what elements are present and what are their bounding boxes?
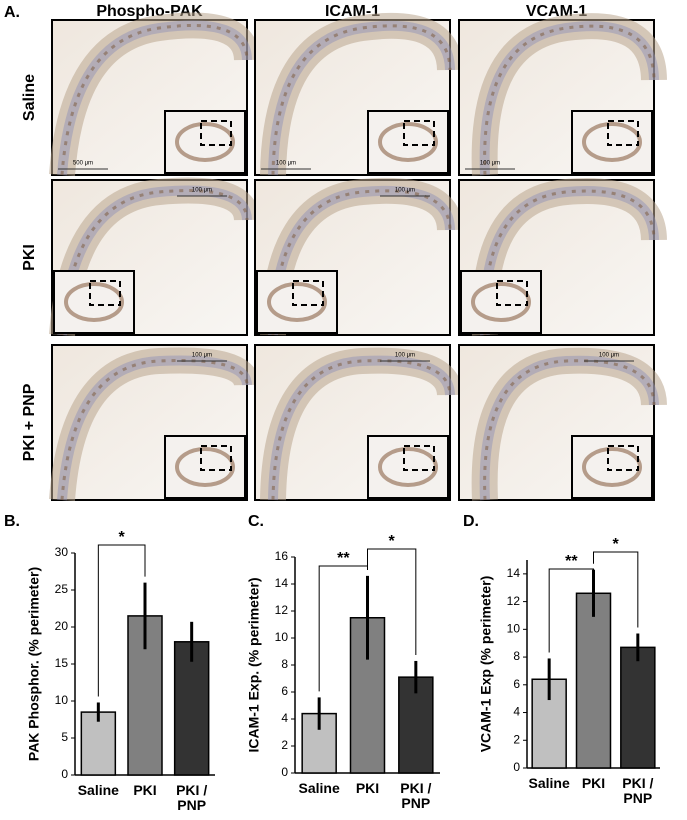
inset-box xyxy=(89,280,121,306)
row-header: Saline xyxy=(21,74,38,121)
y-axis-label: VCAM-1 Exp (% perimeter) xyxy=(478,576,494,753)
panel-label: C. xyxy=(248,513,264,530)
scale-label: 100 μm xyxy=(395,353,415,359)
y-tick-label: 6 xyxy=(281,684,288,698)
x-tick-label: PKI xyxy=(133,782,157,798)
inset-vessel xyxy=(582,122,642,162)
inset-vessel xyxy=(471,282,531,322)
y-tick-label: 12 xyxy=(507,594,521,608)
y-tick-label: 14 xyxy=(507,566,521,580)
inset-vessel xyxy=(175,447,235,487)
y-tick-label: 5 xyxy=(61,730,68,744)
panel-label: B. xyxy=(4,513,20,530)
vessel-wall xyxy=(49,347,260,501)
inset-vessel xyxy=(582,447,642,487)
vessel-layer xyxy=(271,24,452,176)
inset-box xyxy=(607,120,639,146)
y-tick-label: 2 xyxy=(281,738,288,752)
x-tick-label: Saline xyxy=(298,780,340,796)
y-tick-label: 4 xyxy=(281,711,288,725)
inset-box xyxy=(403,120,435,146)
vessel-layer xyxy=(483,24,656,176)
inset-vessel xyxy=(378,447,438,487)
y-tick-label: 25 xyxy=(55,582,69,596)
y-axis-label: PAK Phosphor. (% perimeter) xyxy=(26,567,42,761)
significance-bracket xyxy=(367,548,417,655)
y-tick-label: 8 xyxy=(513,649,520,663)
y-tick-label: 12 xyxy=(275,603,289,617)
inset-box xyxy=(607,445,639,471)
significance-mark: * xyxy=(613,536,620,553)
y-tick-label: 8 xyxy=(281,657,288,671)
significance-bracket xyxy=(97,544,146,697)
scale-label: 100 μm xyxy=(192,353,212,359)
x-tick-label: Saline xyxy=(528,775,570,791)
scale-label: 100 μm xyxy=(395,188,415,194)
x-tick-label: PKI / PNP xyxy=(400,780,432,811)
y-tick-label: 4 xyxy=(513,705,520,719)
vessel-layer xyxy=(471,178,667,336)
vessel-wall xyxy=(471,13,667,176)
y-tick-label: 2 xyxy=(513,732,520,746)
y-tick-label: 0 xyxy=(281,765,288,779)
inset-box xyxy=(292,280,324,306)
y-tick-label: 16 xyxy=(275,549,289,563)
inset-box xyxy=(200,120,232,146)
y-tick-label: 6 xyxy=(513,677,520,691)
inset-vessel xyxy=(64,282,124,322)
inset-box xyxy=(200,445,232,471)
vessel-wall xyxy=(471,178,667,336)
inset-box xyxy=(496,280,528,306)
significance-mark: ** xyxy=(565,553,578,570)
x-tick-label: PKI xyxy=(581,775,606,791)
scale-label: 100 μm xyxy=(192,188,212,194)
vessel-wall xyxy=(260,12,463,176)
significance-mark: * xyxy=(119,529,126,546)
inset-box xyxy=(403,445,435,471)
y-tick-label: 0 xyxy=(61,767,68,781)
row-header: PKI + PNP xyxy=(21,383,38,461)
panel-label: D. xyxy=(463,513,479,530)
x-tick-label: Saline xyxy=(77,782,119,798)
scale-label: 100 μm xyxy=(276,161,296,167)
y-tick-label: 10 xyxy=(55,693,69,707)
vessel-wall xyxy=(49,12,260,176)
y-tick-label: 15 xyxy=(55,656,69,670)
significance-mark: ** xyxy=(337,550,350,567)
y-tick-label: 10 xyxy=(507,622,521,636)
x-tick-label: PKI / PNP xyxy=(622,775,654,806)
inset-vessel xyxy=(267,282,327,322)
y-tick-label: 0 xyxy=(513,760,520,774)
bar xyxy=(575,592,612,769)
inset-vessel xyxy=(175,122,235,162)
vessel-layer xyxy=(479,186,659,336)
scale-label: 500 μm xyxy=(73,161,93,167)
x-tick-label: PKI xyxy=(355,780,380,796)
significance-mark: * xyxy=(389,533,396,550)
vessel-layer xyxy=(483,359,656,501)
vessel-layer xyxy=(60,359,249,501)
inset-vessel xyxy=(378,122,438,162)
y-axis-label: ICAM-1 Exp. (% perimeter) xyxy=(246,577,262,752)
row-header: PKI xyxy=(21,244,38,271)
y-tick-label: 30 xyxy=(55,545,69,559)
vessel-layer xyxy=(60,23,249,176)
y-tick-label: 14 xyxy=(275,576,289,590)
y-tick-label: 20 xyxy=(55,619,69,633)
panel-label: A. xyxy=(4,4,20,21)
significance-bracket xyxy=(593,551,639,628)
vessel-layer xyxy=(271,359,452,501)
y-tick-label: 10 xyxy=(275,630,289,644)
vessel-wall xyxy=(471,347,667,501)
bar xyxy=(620,646,656,769)
scale-label: 100 μm xyxy=(599,353,619,359)
vessel-wall xyxy=(260,347,463,501)
x-tick-label: PKI / PNP xyxy=(176,782,208,813)
scale-label: 100 μm xyxy=(480,161,500,167)
significance-bracket xyxy=(548,568,594,653)
bar xyxy=(173,641,210,776)
